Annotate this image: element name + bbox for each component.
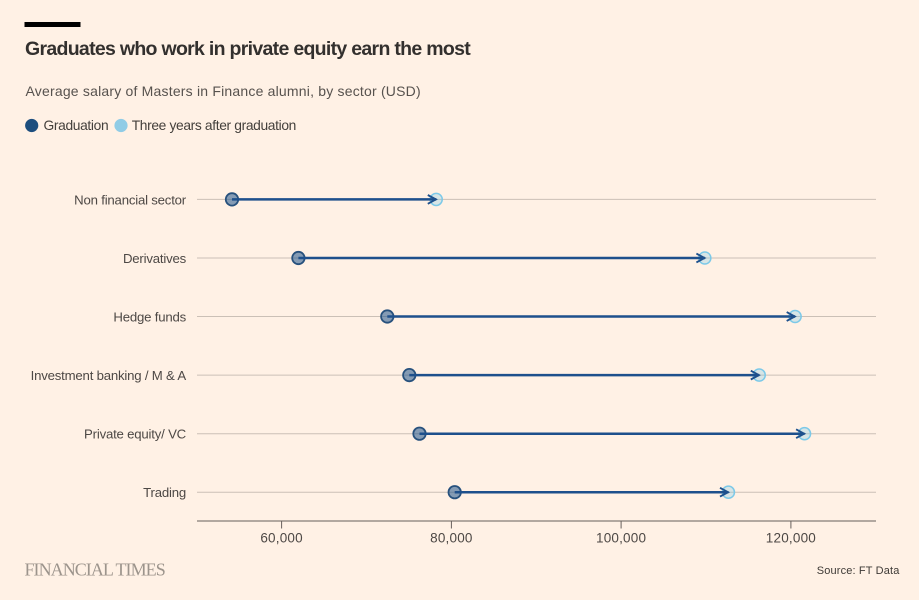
svg-text:Graduates who work in private: Graduates who work in private equity ear…	[25, 38, 471, 60]
svg-text:Trading: Trading	[143, 485, 186, 500]
svg-text:120,000: 120,000	[766, 531, 816, 546]
svg-text:80,000: 80,000	[430, 531, 473, 546]
svg-text:Derivatives: Derivatives	[123, 251, 187, 266]
svg-text:Average salary of Masters in F: Average salary of Masters in Finance alu…	[26, 83, 421, 99]
svg-text:Hedge funds: Hedge funds	[113, 309, 186, 324]
svg-text:Private equity/ VC: Private equity/ VC	[84, 427, 187, 442]
svg-text:Graduation: Graduation	[44, 118, 109, 133]
svg-text:Investment banking / M & A: Investment banking / M & A	[31, 368, 187, 383]
svg-text:Non financial sector: Non financial sector	[74, 192, 187, 207]
svg-text:Source: FT Data: Source: FT Data	[817, 565, 900, 577]
svg-text:FINANCIAL TIMES: FINANCIAL TIMES	[25, 560, 165, 580]
svg-text:60,000: 60,000	[260, 531, 303, 546]
svg-text:100,000: 100,000	[596, 531, 646, 546]
svg-text:Three years after graduation: Three years after graduation	[132, 118, 296, 133]
